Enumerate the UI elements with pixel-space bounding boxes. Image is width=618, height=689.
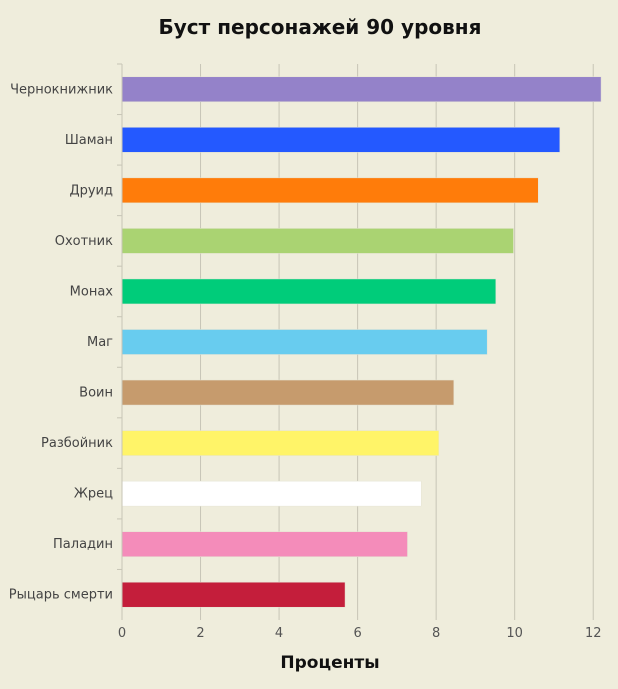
category-labels: Чернокнижник Шаман Друид Охотник Монах Маг Вои… [9,63,122,603]
x-tick-label: 0 [118,626,126,641]
x-tick-label: 2 [196,626,204,641]
x-tick-label: 4 [275,626,283,641]
category-label: Охотник [55,234,113,249]
x-tick-label: 6 [353,626,361,641]
x-axis-label: Проценты [280,653,379,673]
category-label: Друид [69,183,113,198]
bar [121,278,497,305]
bar [121,430,440,456]
x-tick-label: 8 [432,626,440,641]
category-label: Маг [87,335,113,350]
category-label: Воин [79,386,113,401]
bar [121,531,408,557]
category-label: Паладин [53,537,113,552]
category-label: Шаман [65,133,113,148]
x-tick-label: 10 [506,626,523,641]
category-label: Разбойник [41,436,113,451]
category-label: Чернокнижник [10,82,113,97]
bar [121,127,561,153]
category-label: Рыцарь смерти [9,588,113,603]
bars [121,76,602,608]
bar [121,379,455,406]
x-tick-labels: 0 2 4 6 8 10 12 [118,626,602,641]
bar [121,329,488,355]
category-label: Жрец [74,487,113,502]
bar [121,480,422,507]
category-label: Монах [70,284,114,299]
bar [121,581,346,608]
bar [121,76,602,103]
bar [121,228,514,254]
x-tick-label: 12 [585,626,602,641]
chart-title: Буст персонажей 90 уровня [159,15,482,39]
bar [121,177,539,204]
